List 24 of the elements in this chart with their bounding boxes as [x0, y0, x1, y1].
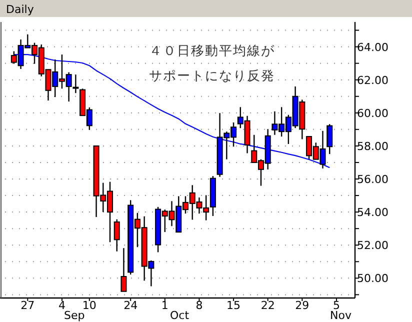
- x-tick-label: 5: [332, 299, 340, 312]
- y-tick-label: 62.00: [357, 74, 388, 87]
- x-tick-label: 1: [161, 299, 168, 312]
- x-tick-label: 4: [58, 299, 66, 312]
- text: Nov: [330, 309, 352, 322]
- chart-title: Daily: [6, 3, 34, 16]
- y-tick-label: 56.00: [357, 173, 388, 186]
- x-tick-label: 29: [295, 299, 310, 312]
- annotation: ４０日移動平均線が: [149, 44, 275, 59]
- y-tick-label: 52.00: [357, 239, 388, 252]
- x-tick-label: 15: [226, 299, 241, 312]
- y-tick-label: 64.00: [357, 40, 388, 54]
- text: Oct: [170, 309, 190, 322]
- annotation: サポートになり反発: [149, 69, 275, 84]
- text: Sep: [64, 309, 85, 322]
- y-tick-label: 54.00: [357, 206, 388, 220]
- y-tick-label: 50.00: [357, 272, 388, 286]
- y-tick-label: 60.00: [357, 106, 388, 120]
- x-tick-label: 24: [124, 299, 138, 312]
- y-tick-label: 58.00: [357, 140, 388, 153]
- x-tick-label: 8: [196, 299, 203, 312]
- x-tick-label: 27: [20, 299, 35, 312]
- x-tick-label: 22: [260, 299, 275, 312]
- x-tick-label: 10: [82, 299, 96, 312]
